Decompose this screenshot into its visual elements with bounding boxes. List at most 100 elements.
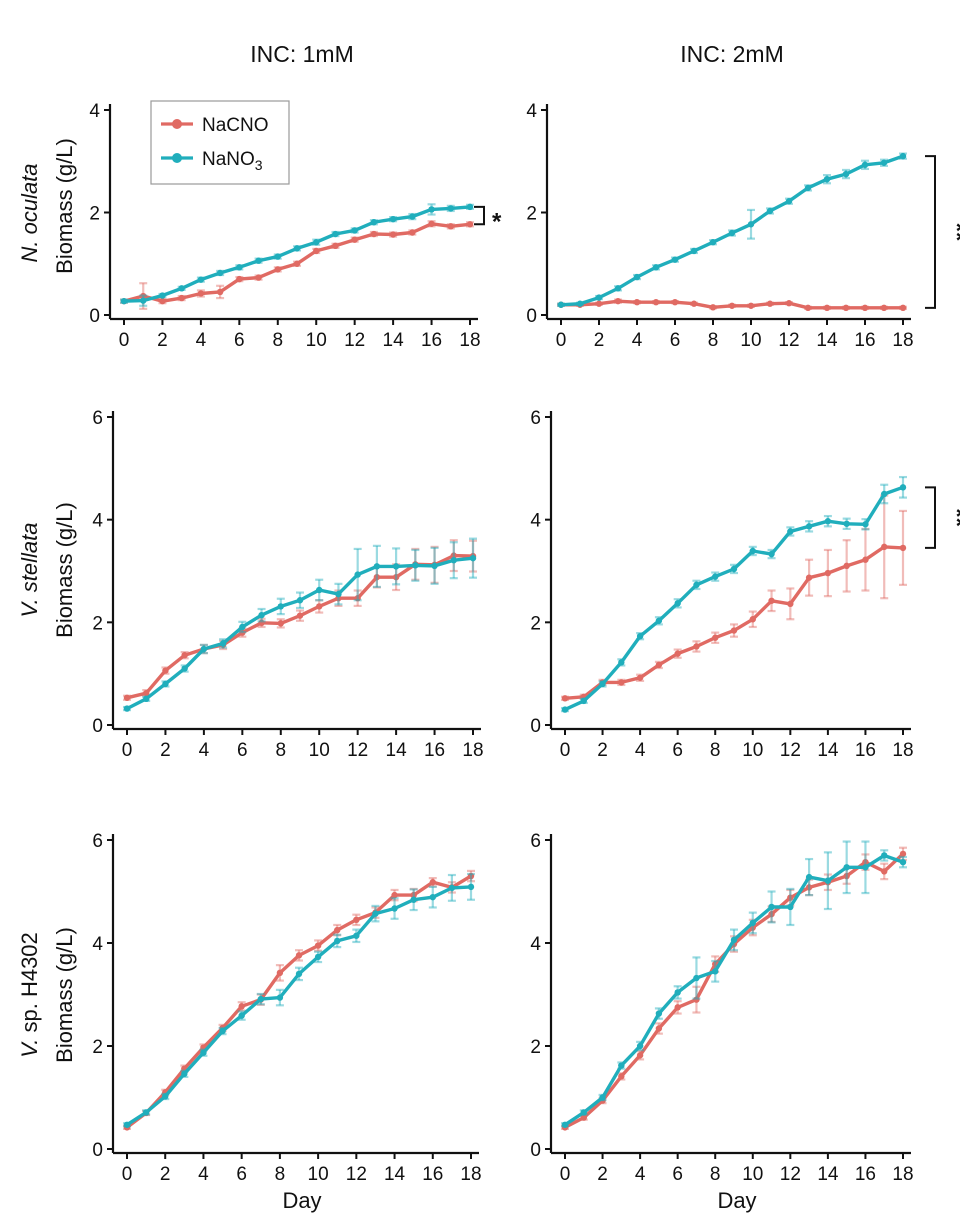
data-point bbox=[614, 285, 622, 292]
data-point bbox=[258, 619, 265, 627]
data-point bbox=[295, 952, 303, 959]
data-point bbox=[824, 569, 832, 577]
data-point bbox=[693, 974, 700, 982]
data-point bbox=[354, 595, 361, 602]
data-point bbox=[162, 1093, 169, 1100]
data-point bbox=[862, 521, 869, 528]
x-tick-label: 16 bbox=[854, 330, 875, 351]
data-point bbox=[200, 1049, 207, 1056]
data-point bbox=[730, 627, 738, 634]
data-point bbox=[861, 304, 869, 312]
data-point bbox=[824, 877, 832, 884]
data-point bbox=[805, 873, 813, 881]
y-tick-label: 2 bbox=[92, 613, 103, 634]
x-tick-label: 2 bbox=[157, 330, 168, 351]
data-point bbox=[561, 706, 569, 713]
species-label: V. sp. H4302 bbox=[17, 932, 42, 1058]
data-point bbox=[276, 969, 284, 977]
data-point bbox=[595, 294, 603, 301]
x-axis-label-right: Day bbox=[717, 1188, 756, 1213]
data-point bbox=[655, 1010, 663, 1017]
data-point bbox=[843, 872, 850, 880]
data-point bbox=[712, 968, 719, 975]
series-nacno bbox=[557, 297, 907, 312]
data-point bbox=[823, 304, 831, 312]
significance-bracket: ** bbox=[925, 155, 960, 309]
data-point bbox=[580, 697, 587, 705]
panel-n-oculata-2mm: 0 2 4 0 2 4 6 8 10 12 14 16 18 ** bbox=[526, 101, 960, 351]
data-point bbox=[466, 203, 474, 211]
data-point bbox=[709, 304, 717, 311]
data-point bbox=[123, 1121, 131, 1128]
data-point bbox=[749, 547, 756, 555]
data-point bbox=[370, 219, 378, 226]
data-point bbox=[787, 894, 794, 901]
species-label: N. oculata bbox=[17, 163, 42, 262]
data-point bbox=[428, 220, 435, 227]
data-point bbox=[899, 850, 907, 858]
data-point bbox=[159, 297, 166, 305]
x-tick-label: 2 bbox=[160, 1164, 171, 1185]
y-tick-label: 0 bbox=[530, 716, 541, 737]
x-tick-label: 8 bbox=[275, 1164, 286, 1185]
column-title-2mm: INC: 2mM bbox=[680, 41, 784, 67]
series-nacno bbox=[120, 220, 474, 310]
y-axis-label: Biomass (g/L) bbox=[52, 138, 77, 274]
data-point bbox=[140, 297, 147, 304]
x-tick-label: 12 bbox=[778, 330, 799, 351]
data-point bbox=[409, 213, 416, 220]
data-point bbox=[448, 884, 456, 892]
data-point bbox=[804, 184, 812, 192]
legend-label-nano3: NaNO3 bbox=[202, 149, 263, 173]
y-tick-label: 2 bbox=[92, 1037, 103, 1058]
data-point bbox=[296, 597, 304, 604]
data-point bbox=[373, 573, 381, 581]
y-tick-label: 2 bbox=[530, 1037, 541, 1058]
panel-v-sp-h4302-1mm: 0 2 4 6 0 2 4 6 8 10 12 14 16 18 bbox=[92, 831, 481, 1185]
data-point bbox=[655, 617, 663, 624]
data-point bbox=[881, 868, 888, 875]
data-point bbox=[447, 223, 454, 230]
data-point bbox=[277, 603, 284, 610]
data-point bbox=[255, 274, 262, 281]
series-nano3 bbox=[557, 152, 907, 308]
x-tick-label: 8 bbox=[275, 740, 286, 761]
series-nano3 bbox=[561, 840, 907, 1128]
data-point bbox=[880, 159, 888, 166]
data-point bbox=[181, 1070, 188, 1078]
data-point bbox=[313, 239, 320, 246]
series-line bbox=[125, 874, 473, 1130]
panel-n-oculata-1mm: 0 2 4 0 2 4 6 8 10 12 14 16 18 * bbox=[89, 101, 502, 351]
data-point bbox=[236, 264, 243, 271]
data-point bbox=[276, 994, 284, 1001]
x-tick-label: 0 bbox=[556, 330, 567, 351]
data-point bbox=[671, 298, 679, 306]
data-point bbox=[391, 891, 398, 899]
legend-marker-nacno bbox=[172, 119, 182, 129]
x-tick-label: 14 bbox=[384, 1164, 406, 1185]
data-point bbox=[162, 680, 169, 688]
data-point bbox=[372, 910, 379, 917]
data-point bbox=[730, 565, 738, 573]
x-tick-label: 0 bbox=[122, 1164, 133, 1185]
data-point bbox=[316, 586, 323, 594]
y-tick-label: 4 bbox=[92, 934, 103, 955]
x-tick-label: 6 bbox=[672, 1164, 683, 1185]
data-point bbox=[787, 528, 794, 535]
data-point bbox=[636, 1042, 644, 1050]
series-nacno bbox=[561, 494, 907, 702]
series-line bbox=[122, 205, 472, 303]
significance-bracket: * bbox=[474, 205, 502, 236]
data-point bbox=[842, 304, 850, 312]
data-point bbox=[766, 300, 774, 307]
y-tick-label: 4 bbox=[526, 101, 537, 122]
x-tick-label: 10 bbox=[740, 330, 761, 351]
legend-box bbox=[150, 100, 290, 185]
series-nano3 bbox=[561, 475, 907, 713]
x-tick-label: 4 bbox=[635, 1164, 646, 1185]
series-line bbox=[125, 885, 473, 1127]
data-point bbox=[636, 674, 644, 681]
series-line bbox=[125, 553, 475, 700]
data-point bbox=[881, 490, 888, 498]
